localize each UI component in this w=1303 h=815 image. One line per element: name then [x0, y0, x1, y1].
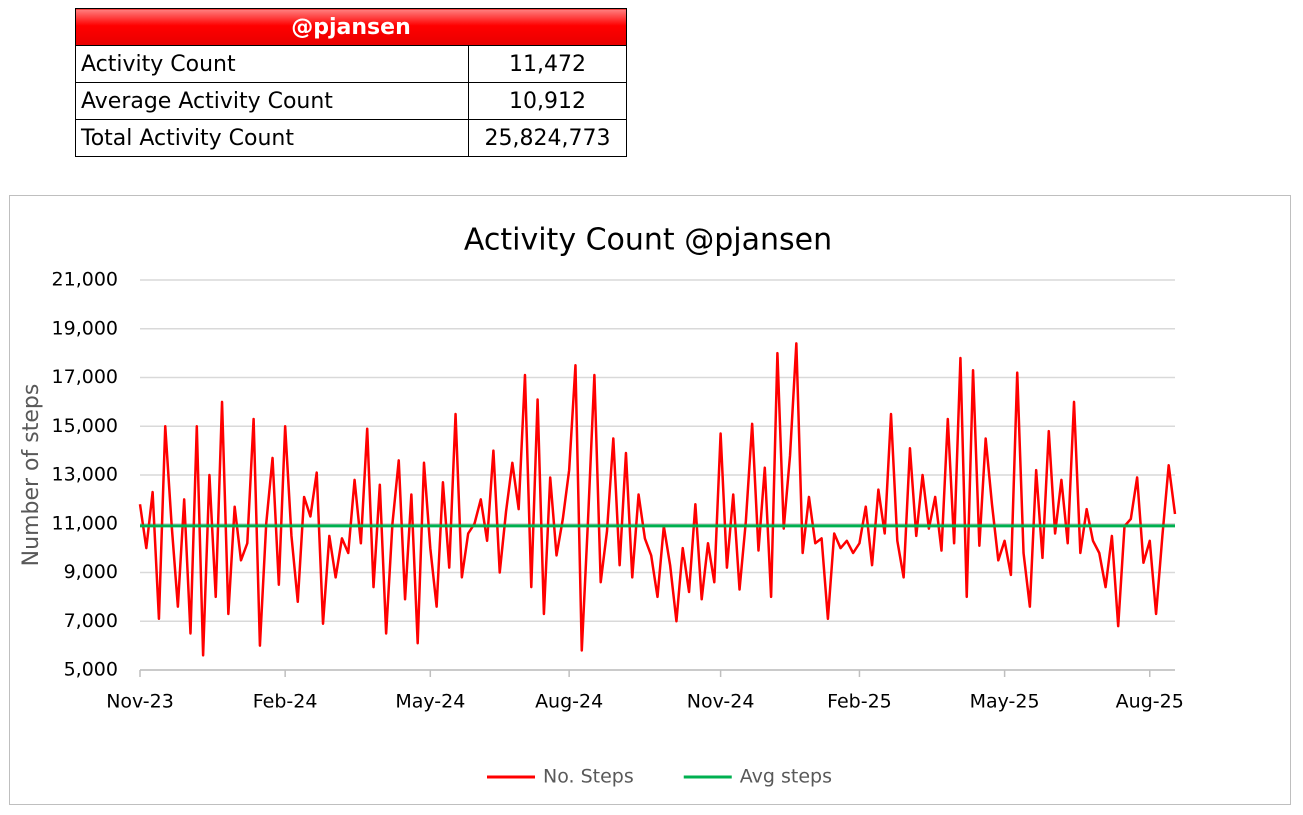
chart-frame	[9, 195, 1291, 805]
row-label: Average Activity Count	[75, 82, 469, 120]
chart-title: Activity Count @pjansen	[464, 223, 832, 258]
table-header: @pjansen	[75, 8, 627, 46]
x-tick-label: Aug-24	[535, 691, 603, 713]
x-tick-label: Nov-24	[687, 691, 755, 713]
y-tick-label: 17,000	[52, 366, 118, 388]
table-row: Total Activity Count 25,824,773	[75, 119, 627, 157]
y-tick-label: 13,000	[52, 464, 118, 486]
x-tick-label: May-25	[970, 691, 1040, 713]
table-row: Average Activity Count 10,912	[75, 82, 627, 120]
x-tick-label: Feb-24	[253, 691, 318, 713]
y-tick-label: 9,000	[64, 561, 118, 583]
legend-label: Avg steps	[740, 766, 832, 788]
y-tick-label: 11,000	[52, 512, 118, 534]
x-tick-label: Nov-23	[106, 691, 174, 713]
y-axis-label: Number of steps	[19, 384, 44, 567]
y-tick-label: 7,000	[64, 610, 118, 632]
x-tick-label: May-24	[395, 691, 465, 713]
row-label: Total Activity Count	[75, 119, 469, 157]
row-label: Activity Count	[75, 45, 469, 83]
legend-label: No. Steps	[543, 766, 634, 788]
row-value: 10,912	[468, 82, 627, 120]
row-value: 25,824,773	[468, 119, 627, 157]
x-tick-label: Aug-25	[1116, 691, 1184, 713]
x-tick-label: Feb-25	[827, 691, 892, 713]
y-tick-label: 21,000	[52, 269, 118, 291]
y-tick-label: 15,000	[52, 415, 118, 437]
row-value: 11,472	[468, 45, 627, 83]
table-title: @pjansen	[75, 8, 627, 46]
y-tick-label: 19,000	[52, 317, 118, 339]
table-row: Activity Count 11,472	[75, 45, 627, 83]
y-tick-label: 5,000	[64, 659, 118, 681]
series-line	[138, 342, 1177, 657]
summary-table: @pjansen Activity Count 11,472 Average Ac…	[75, 8, 627, 157]
